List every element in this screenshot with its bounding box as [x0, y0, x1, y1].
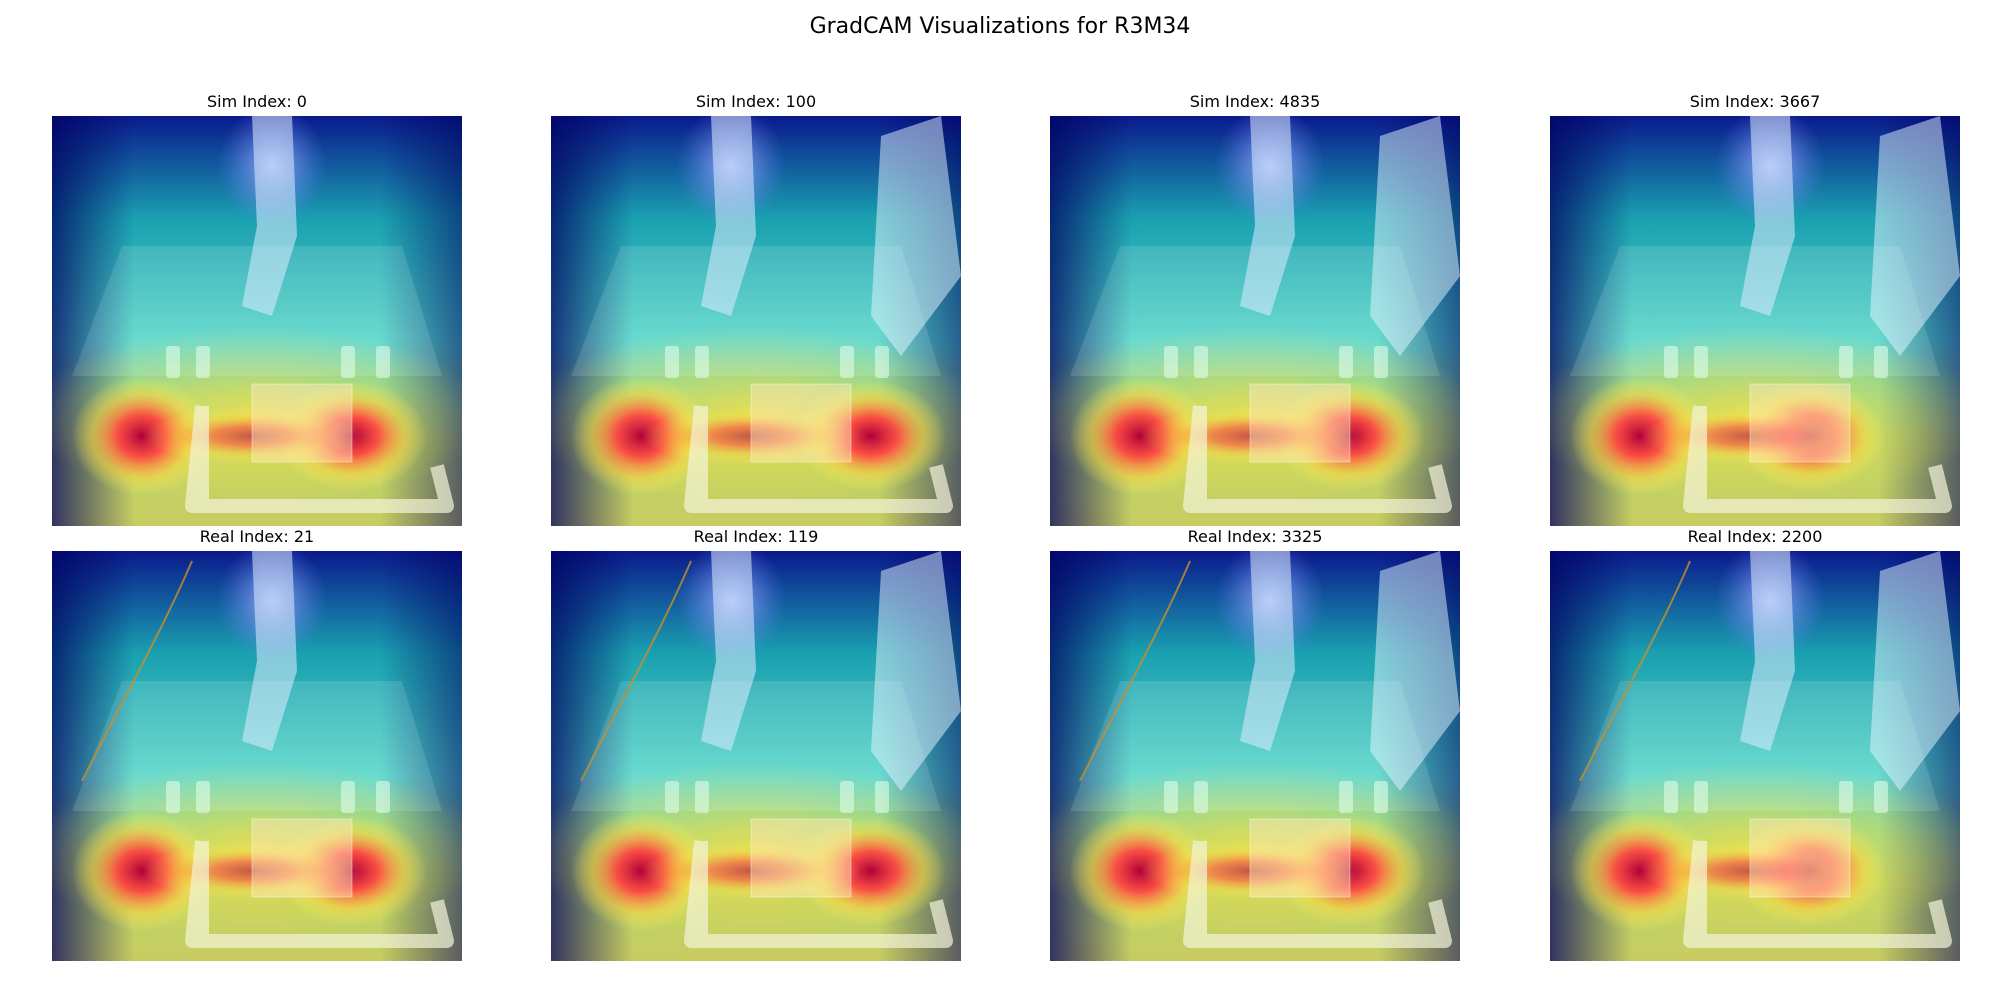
panel-title: Sim Index: 100 [695, 92, 817, 111]
gradcam-panel: Real Index: 21 [52, 527, 462, 977]
heatmap-image [1050, 116, 1460, 526]
panel-title: Sim Index: 0 [207, 92, 307, 111]
gradcam-panel: Real Index: 119 [551, 527, 961, 977]
heatmap-image [1550, 551, 1960, 961]
panel-title: Real Index: 119 [693, 527, 819, 546]
heatmap-image [52, 116, 462, 526]
panel-title: Real Index: 2200 [1687, 527, 1823, 546]
gradcam-panel: Sim Index: 0 [52, 92, 462, 542]
panel-title: Real Index: 3325 [1187, 527, 1323, 546]
heatmap-image [1550, 116, 1960, 526]
heatmap-image [1050, 551, 1460, 961]
gradcam-panel: Sim Index: 100 [551, 92, 961, 542]
panel-title: Sim Index: 4835 [1189, 92, 1321, 111]
gradcam-panel: Real Index: 3325 [1050, 527, 1460, 977]
gradcam-panel: Sim Index: 4835 [1050, 92, 1460, 542]
panel-title: Real Index: 21 [199, 527, 315, 546]
heatmap-image [551, 551, 961, 961]
figure-title: GradCAM Visualizations for R3M34 [809, 14, 1191, 39]
gradcam-panel: Sim Index: 3667 [1550, 92, 1960, 542]
gradcam-panel: Real Index: 2200 [1550, 527, 1960, 977]
panel-title: Sim Index: 3667 [1689, 92, 1821, 111]
heatmap-image [52, 551, 462, 961]
heatmap-image [551, 116, 961, 526]
